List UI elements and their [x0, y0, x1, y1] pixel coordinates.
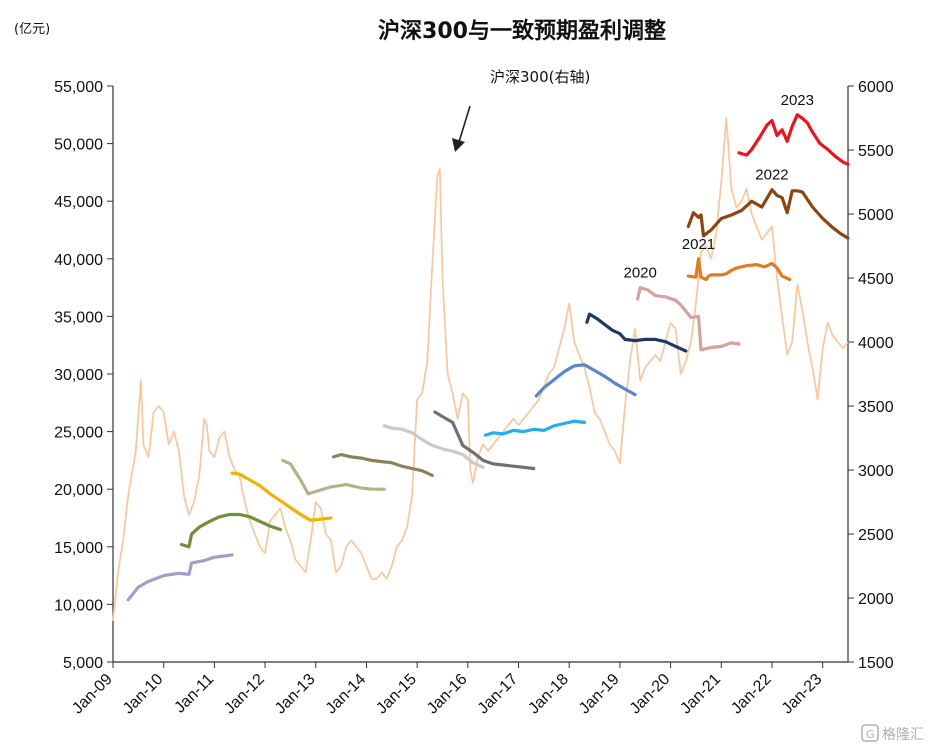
left-tick-label: 50,000: [54, 137, 103, 154]
x-tick-label: Jan-22: [728, 671, 775, 718]
x-tick-label: Jan-23: [779, 671, 826, 718]
x-tick-label: Jan-18: [525, 671, 572, 718]
left-tick-label: 30,000: [54, 367, 103, 384]
right-tick-label: 2500: [858, 527, 894, 544]
series-labels-group: 2020 2021 2022 2023: [623, 92, 814, 282]
series-label-2023: 2023: [781, 92, 814, 109]
series-label-2021: 2021: [682, 236, 715, 253]
forecast-series-line-2021: [686, 257, 792, 282]
x-tick-label: Jan-17: [475, 671, 522, 718]
right-tick-label: 6000: [858, 79, 894, 96]
left-tick-label: 45,000: [54, 194, 103, 211]
x-tick-label: Jan-19: [576, 671, 623, 718]
right-tick-label: 5500: [858, 143, 894, 160]
left-tick-label: 25,000: [54, 425, 103, 442]
x-tick-label: Jan-10: [120, 671, 167, 718]
left-tick-label: 15,000: [54, 540, 103, 557]
x-tick-label: Jan-16: [424, 671, 471, 718]
watermark-text: 格隆汇: [882, 727, 924, 743]
x-tick-label: Jan-15: [373, 671, 420, 718]
x-tick-label: Jan-20: [627, 671, 674, 718]
right-axis-ticks: 1500 2000 2500 3000 3500 4000 4500 5000 5500 6000: [848, 79, 894, 672]
annotation-arrow: [452, 105, 471, 152]
series-label-2022: 2022: [755, 167, 788, 184]
right-tick-label: 2000: [858, 591, 894, 608]
forecast-series-line-8: [484, 419, 587, 437]
left-axis-unit: (亿元): [14, 22, 50, 37]
left-tick-label: 35,000: [54, 309, 103, 326]
right-tick-label: 4000: [858, 335, 894, 352]
left-tick-label: 55,000: [54, 79, 103, 96]
x-tick-label: Jan-09: [69, 671, 116, 718]
svg-text:G: G: [866, 728, 875, 741]
forecast-series-line-10: [585, 312, 688, 353]
x-tick-label: Jan-13: [272, 671, 319, 718]
right-tick-label: 3000: [858, 463, 894, 480]
right-tick-label: 4500: [858, 271, 894, 288]
right-tick-label: 1500: [858, 655, 894, 672]
forecast-series-line-9: [534, 363, 637, 398]
x-tick-label: Jan-14: [323, 671, 370, 718]
forecast-series-line-4: [281, 458, 386, 496]
chart-title: 沪深300与一致预期盈利调整: [378, 18, 666, 44]
forecast-series-line-2020: [635, 286, 741, 352]
left-tick-label: 10,000: [54, 597, 103, 614]
x-tick-label: Jan-12: [221, 671, 268, 718]
x-tick-label: Jan-11: [171, 671, 217, 717]
index-series-group: [112, 117, 849, 622]
forecast-series-line-2023: [737, 113, 850, 166]
left-tick-label: 5,000: [63, 655, 103, 672]
forecast-series-line-5: [331, 453, 434, 477]
forecast-series-line-6: [382, 424, 485, 469]
forecast-series-line-3: [230, 471, 333, 522]
left-tick-label: 40,000: [54, 252, 103, 269]
forecast-series-line-1: [126, 553, 234, 602]
series-label-2020: 2020: [623, 265, 656, 282]
index-series-line: [112, 117, 849, 622]
forecast-series-line-2: [179, 512, 282, 549]
x-axis-ticks: Jan-09 Jan-10 Jan-11 Jan-12 Jan-13 Jan-14 Jan-…: [69, 662, 826, 718]
left-axis-ticks: 5,000 10,000 15,000 20,000 25,000 30,000 35,00…: [54, 79, 113, 672]
x-tick-label: Jan-21: [677, 671, 724, 718]
forecast-series-line-7: [433, 410, 536, 471]
forecast-series-group: [126, 113, 850, 602]
right-tick-label: 3500: [858, 399, 894, 416]
forecast-series-line-2022: [686, 188, 850, 240]
index-annotation: 沪深300(右轴): [490, 68, 590, 86]
left-tick-label: 20,000: [54, 482, 103, 499]
right-tick-label: 5000: [858, 207, 894, 224]
watermark: G 格隆汇: [861, 724, 924, 743]
watermark-logo-icon: [861, 724, 879, 742]
